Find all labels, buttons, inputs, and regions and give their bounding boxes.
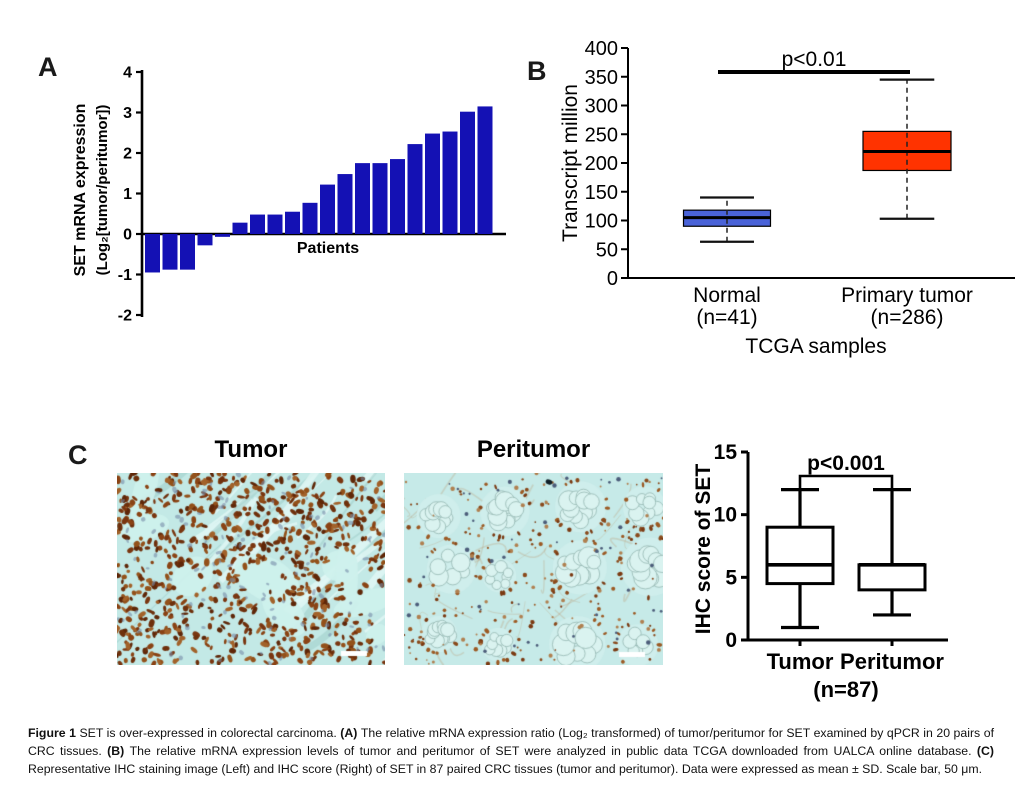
svg-text:Normal: Normal (693, 284, 761, 307)
svg-text:100: 100 (585, 211, 618, 233)
caption-segment: (B) (107, 744, 130, 758)
caption-segment: Representative IHC staining image (Left)… (28, 762, 983, 776)
panel-b-box-plot: 0 50 100 150 200 250 300 350 400 Transcript milli… (559, 40, 1015, 358)
svg-text:0: 0 (123, 227, 132, 244)
svg-text:Tumor: Tumor (767, 649, 834, 674)
peritumor-image-title: Peritumor (476, 436, 591, 463)
svg-text:150: 150 (585, 182, 618, 204)
svg-text:5: 5 (725, 566, 737, 589)
svg-text:TCGA samples: TCGA samples (745, 335, 886, 358)
panel-c-label: C (68, 440, 88, 470)
svg-text:Primary tumor: Primary tumor (841, 284, 973, 307)
caption-segment: The relative mRNA expression levels of t… (129, 744, 977, 758)
svg-text:300: 300 (585, 96, 618, 118)
svg-text:p<0.001: p<0.001 (807, 452, 885, 475)
figure-caption: Figure 1 SET is over-expressed in colore… (28, 724, 994, 778)
svg-text:1: 1 (123, 186, 132, 203)
svg-text:p<0.01: p<0.01 (782, 48, 847, 71)
svg-text:250: 250 (585, 124, 618, 146)
svg-text:50: 50 (596, 239, 618, 261)
svg-text:-2: -2 (118, 308, 132, 325)
svg-text:(n=286): (n=286) (871, 306, 944, 329)
caption-segment: (C) (976, 744, 994, 758)
caption-segment: Figure 1 (28, 726, 80, 740)
svg-text:0: 0 (725, 629, 737, 652)
svg-text:3: 3 (123, 105, 132, 122)
svg-text:-1: -1 (118, 267, 132, 284)
svg-text:10: 10 (714, 504, 737, 527)
svg-text:2: 2 (123, 146, 132, 163)
panel-a-label: A (38, 52, 58, 82)
svg-text:400: 400 (585, 40, 618, 60)
svg-text:Peritumor: Peritumor (840, 649, 944, 674)
svg-text:SET mRNA expression: SET mRNA expression (72, 104, 89, 277)
svg-text:200: 200 (585, 153, 618, 175)
svg-text:0: 0 (607, 268, 618, 290)
svg-text:Transcript million: Transcript million (559, 84, 582, 242)
svg-text:(n=87): (n=87) (813, 677, 878, 702)
panel-b-label: B (527, 56, 547, 86)
caption-segment: SET is over-expressed in colorectal carc… (79, 726, 341, 740)
caption-segment: The relative mRNA expression ratio (Log₂… (28, 726, 994, 758)
peritumor-ihc-image (404, 473, 663, 665)
svg-text:(Log₂[tumor/peritumor]): (Log₂[tumor/peritumor]) (94, 105, 111, 276)
svg-text:350: 350 (585, 67, 618, 89)
tumor-image-title: Tumor (214, 436, 288, 463)
caption-segment: (A) (340, 726, 361, 740)
svg-text:(n=41): (n=41) (696, 306, 757, 329)
svg-text:IHC score of SET: IHC score of SET (692, 464, 715, 635)
svg-text:15: 15 (714, 441, 738, 464)
svg-text:Patients: Patients (297, 240, 359, 257)
tumor-ihc-image (117, 473, 385, 665)
svg-text:4: 4 (123, 65, 132, 82)
panel-a-bar-chart: -2 -1 0 1 2 3 4 Patients SET mRNA expression (Log… (72, 65, 506, 325)
